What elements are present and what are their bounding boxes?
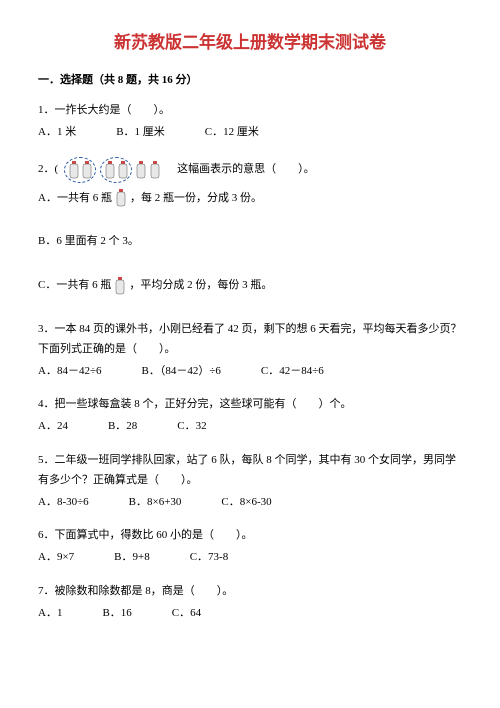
question-4: 4．把一些球每盒装 8 个，正好分完，这些球可能有（ ）个。 A．24 B．28… xyxy=(38,395,462,437)
q4-opt-c: C．32 xyxy=(177,417,206,437)
q2-opt-b: B．6 里面有 2 个 3。 xyxy=(38,232,462,252)
q6-text: 6．下面算式中，得数比 60 小的是（ ）。 xyxy=(38,526,462,546)
bottle-group-1 xyxy=(64,157,96,183)
bottle-icon xyxy=(82,161,92,179)
bottle-icon xyxy=(118,161,128,179)
question-7: 7．被除数和除数都是 8，商是（ ）。 A．1 B．16 C．64 xyxy=(38,582,462,624)
bottle-icon xyxy=(136,161,146,179)
q4-opt-a: A．24 xyxy=(38,417,68,437)
q2-prefix: 2．( xyxy=(38,160,58,180)
bottle-icon xyxy=(116,189,126,207)
q2-optc-suffix: ，平均分成 2 份，每份 3 瓶。 xyxy=(129,276,272,296)
q7-text: 7．被除数和除数都是 8，商是（ ）。 xyxy=(38,582,462,602)
section-header: 一．选择题（共 8 题，共 16 分） xyxy=(38,71,462,87)
q3-opt-a: A．84－42÷6 xyxy=(38,362,101,382)
q7-options: A．1 B．16 C．64 xyxy=(38,604,462,624)
q2-bottles-visual xyxy=(64,157,160,183)
q5-text: 5．二年级一班同学排队回家，站了 6 队，每队 8 个同学，其中有 30 个女同… xyxy=(38,451,462,491)
q5-opt-c: C．8×6-30 xyxy=(221,493,271,513)
q4-options: A．24 B．28 C．32 xyxy=(38,417,462,437)
q2-opta-suffix: ，每 2 瓶一份，分成 3 份。 xyxy=(130,189,262,209)
q3-text: 3．一本 84 页的课外书，小刚已经看了 42 页，剩下的想 6 天看完，平均每… xyxy=(38,320,462,360)
exam-title: 新苏教版二年级上册数学期末测试卷 xyxy=(38,28,462,53)
bottle-icon xyxy=(150,161,160,179)
bottle-group-2 xyxy=(100,157,132,183)
q2-optb-text: B．6 里面有 2 个 3。 xyxy=(38,232,139,252)
q6-opt-c: C．73-8 xyxy=(190,548,229,568)
q7-opt-c: C．64 xyxy=(172,604,201,624)
q2-opt-c: C．一共有 6 瓶 ，平均分成 2 份，每份 3 瓶。 xyxy=(38,276,462,296)
q2-opta-text: A．一共有 6 瓶 xyxy=(38,189,112,209)
question-2: 2．( 这幅画表示的意思（ ）。 A．一共有 6 瓶 ，每 2 瓶一份，分成 3… xyxy=(38,157,462,296)
q5-opt-b: B．8×6+30 xyxy=(129,493,182,513)
q5-opt-a: A．8-30÷6 xyxy=(38,493,89,513)
q6-opt-a: A．9×7 xyxy=(38,548,74,568)
q3-options: A．84－42÷6 B．（84－42）÷6 C．42－84÷6 xyxy=(38,362,462,382)
bottle-icon xyxy=(69,161,79,179)
q1-opt-c: C．12 厘米 xyxy=(205,123,259,143)
q7-opt-b: B．16 xyxy=(102,604,131,624)
question-6: 6．下面算式中，得数比 60 小的是（ ）。 A．9×7 B．9+8 C．73-… xyxy=(38,526,462,568)
bottle-icon xyxy=(105,161,115,179)
q6-opt-b: B．9+8 xyxy=(114,548,150,568)
q1-text: 1．一拃长大约是（ ）。 xyxy=(38,101,462,121)
q1-opt-b: B．1 厘米 xyxy=(116,123,165,143)
q4-text: 4．把一些球每盒装 8 个，正好分完，这些球可能有（ ）个。 xyxy=(38,395,462,415)
q5-options: A．8-30÷6 B．8×6+30 C．8×6-30 xyxy=(38,493,462,513)
q2-suffix: 这幅画表示的意思（ ）。 xyxy=(166,160,315,180)
q6-options: A．9×7 B．9+8 C．73-8 xyxy=(38,548,462,568)
q3-opt-c: C．42－84÷6 xyxy=(261,362,324,382)
q2-line: 2．( 这幅画表示的意思（ ）。 xyxy=(38,157,462,183)
question-5: 5．二年级一班同学排队回家，站了 6 队，每队 8 个同学，其中有 30 个女同… xyxy=(38,451,462,512)
q1-opt-a: A．1 米 xyxy=(38,123,76,143)
question-3: 3．一本 84 页的课外书，小刚已经看了 42 页，剩下的想 6 天看完，平均每… xyxy=(38,320,462,381)
q2-opt-a: A．一共有 6 瓶 ，每 2 瓶一份，分成 3 份。 xyxy=(38,189,462,209)
q4-opt-b: B．28 xyxy=(108,417,137,437)
question-1: 1．一拃长大约是（ ）。 A．1 米 B．1 厘米 C．12 厘米 xyxy=(38,101,462,143)
q2-optc-text: C．一共有 6 瓶 xyxy=(38,276,111,296)
q3-opt-b: B．（84－42）÷6 xyxy=(141,362,220,382)
q7-opt-a: A．1 xyxy=(38,604,62,624)
bottle-icon xyxy=(115,277,125,295)
q1-options: A．1 米 B．1 厘米 C．12 厘米 xyxy=(38,123,462,143)
